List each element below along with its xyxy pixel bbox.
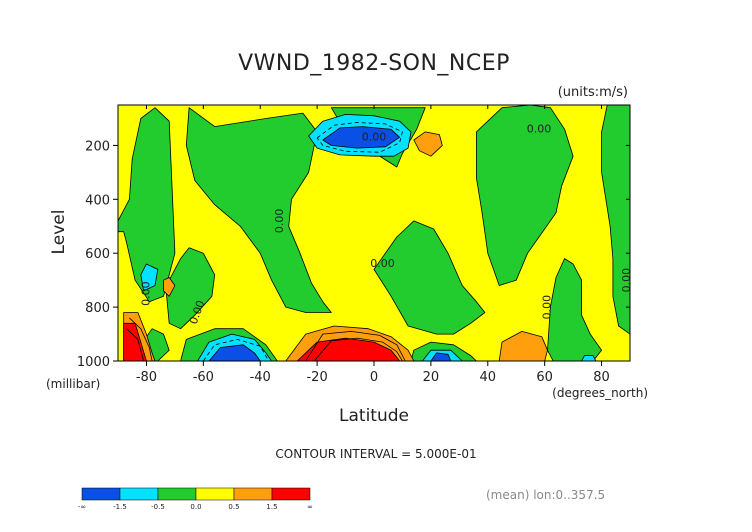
plot-area: 0.000.000.000.000.000.00 0.000.00 xyxy=(118,105,633,361)
contour-value-label: 0.00 xyxy=(620,268,633,293)
contour-line xyxy=(316,122,403,153)
y-tick-label: 800 xyxy=(85,301,110,316)
legend-label: -1.5 xyxy=(113,503,127,511)
legend-label: -0.5 xyxy=(151,503,165,511)
contour-region xyxy=(296,337,401,361)
contour-line xyxy=(129,317,153,361)
contour-region xyxy=(208,344,261,361)
contour-region xyxy=(373,220,486,335)
legend-label: 0.0 xyxy=(190,503,201,511)
x-axis: -80 -60 -40 -20 0 20 40 60 80 xyxy=(136,105,610,385)
units-label: (units:m/s) xyxy=(558,85,628,100)
contour-value-label: 0.00 xyxy=(370,257,395,270)
x-tick-label: -20 xyxy=(306,370,327,385)
x-tick-label: 20 xyxy=(423,370,440,385)
color-legend: -∞ -1.5 -0.5 0.0 0.5 1.5 ∞ xyxy=(78,487,313,511)
x-tick-label: 0 xyxy=(370,370,378,385)
legend-swatch xyxy=(119,487,159,501)
legend-swatch xyxy=(157,487,197,501)
x-axis-label: Latitude xyxy=(339,406,409,426)
contour-value-label: 0.00 xyxy=(541,295,554,320)
legend-label: ∞ xyxy=(307,503,313,511)
x-tick-label: -40 xyxy=(250,370,271,385)
y-tick-label: 1000 xyxy=(77,355,110,370)
contour-region xyxy=(322,126,401,149)
legend-swatch xyxy=(271,487,311,501)
contour-line xyxy=(126,328,144,361)
contour-region xyxy=(475,105,574,286)
x-tick-label: 60 xyxy=(536,370,553,385)
x-tick-label: -80 xyxy=(136,370,157,385)
contour-region xyxy=(185,107,332,313)
contour-value-label: 0.00 xyxy=(362,130,387,143)
contour-region xyxy=(430,352,452,361)
contour-line xyxy=(313,337,403,361)
y-axis-label: Level xyxy=(49,210,69,255)
contour-value-label: 0.00 xyxy=(527,122,552,135)
contour-line xyxy=(305,330,406,361)
contour-region xyxy=(163,277,176,297)
contour-region xyxy=(118,107,176,303)
y-axis: 200 400 600 800 1000 xyxy=(77,139,630,370)
x-tick-label: 80 xyxy=(593,370,610,385)
legend-label: 0.5 xyxy=(228,503,239,511)
contour-value-label: 0.00 xyxy=(139,281,152,306)
legend-swatch xyxy=(233,487,273,501)
x-tick-label: -60 xyxy=(193,370,214,385)
y-tick-label: 400 xyxy=(85,193,110,208)
x-units-label: (degrees_north) xyxy=(552,386,648,400)
chart-title: VWND_1982-SON_NCEP xyxy=(238,51,510,76)
y-units-label: (millibar) xyxy=(46,377,100,391)
y-tick-label: 200 xyxy=(85,139,110,154)
contour-interval-text: CONTOUR INTERVAL = 5.000E-01 xyxy=(275,447,476,461)
legend-label: 1.5 xyxy=(266,503,277,511)
legend-swatch xyxy=(195,487,235,501)
mean-text: (mean) lon:0..357.5 xyxy=(486,488,605,502)
contour-region xyxy=(498,330,548,361)
legend-swatch xyxy=(81,487,121,501)
contour-region xyxy=(601,105,630,335)
contour-region xyxy=(165,247,216,330)
contour-region xyxy=(547,258,602,361)
contour-value-label: 0.00 xyxy=(273,209,286,234)
contour-lines xyxy=(126,122,406,361)
legend-label: -∞ xyxy=(78,503,86,511)
contour-region xyxy=(581,355,597,361)
contour-line xyxy=(202,338,270,361)
contour-region xyxy=(413,131,443,157)
contour-region xyxy=(140,263,159,292)
x-tick-label: 40 xyxy=(480,370,497,385)
y-tick-label: 600 xyxy=(85,247,110,262)
